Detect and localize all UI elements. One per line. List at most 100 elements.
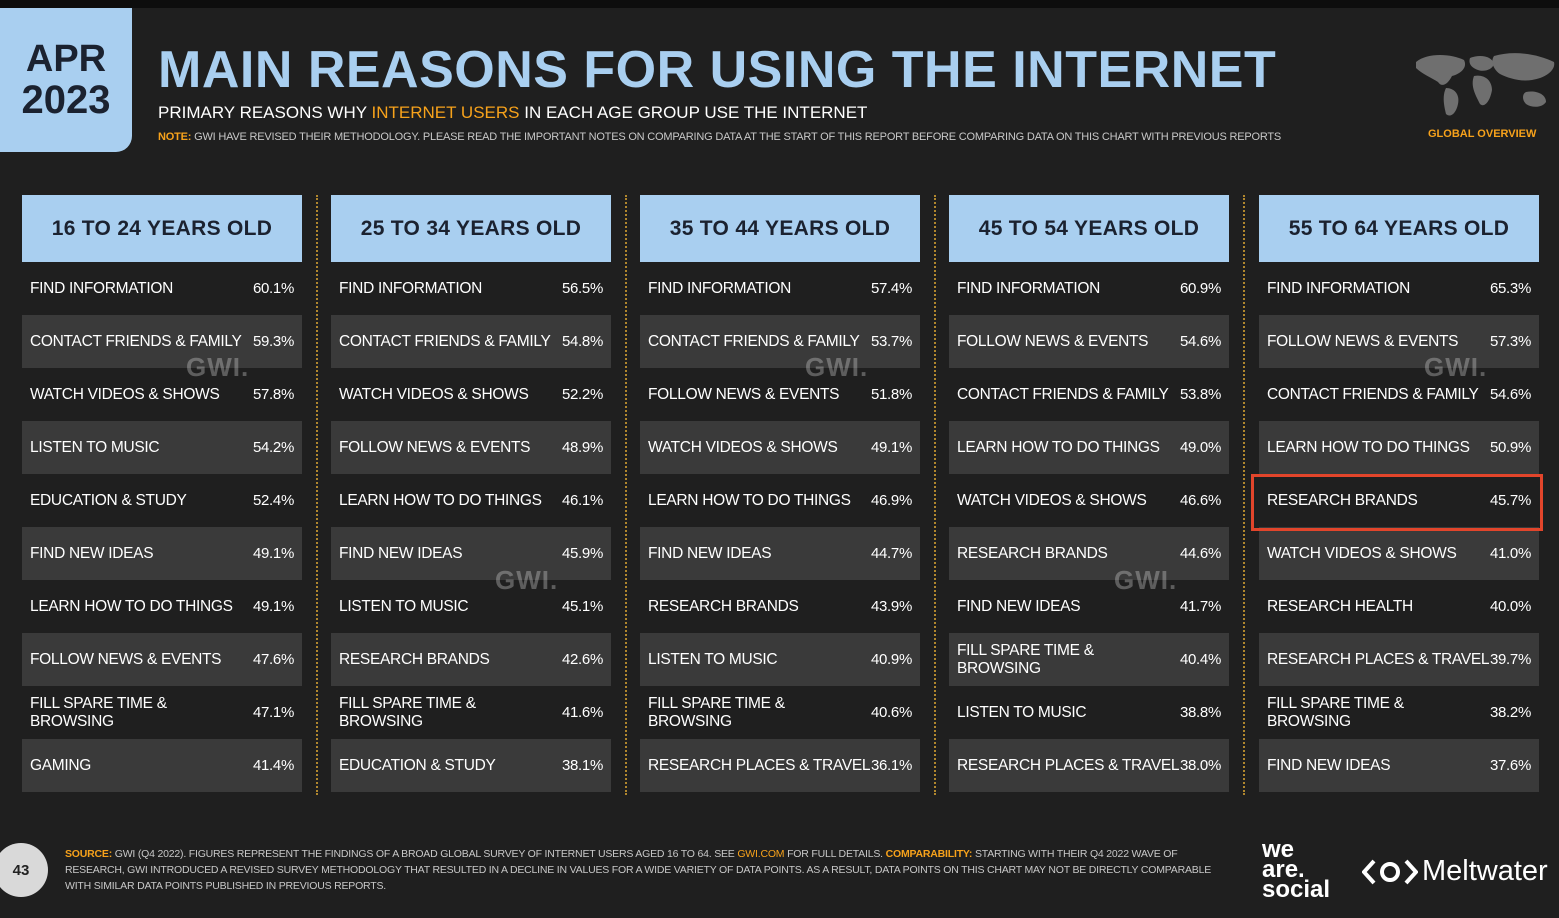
- table-row: EDUCATION & STUDY 38.1%: [331, 739, 611, 792]
- row-value: 46.9%: [870, 492, 912, 509]
- row-value: 41.6%: [561, 704, 603, 721]
- source-link[interactable]: GWI.COM: [737, 848, 785, 860]
- column-rows: FIND INFORMATION 60.1% CONTACT FRIENDS & F…: [22, 262, 302, 792]
- row-value: 60.1%: [252, 280, 294, 297]
- table-row: FOLLOW NEWS & EVENTS 47.6%: [22, 633, 302, 686]
- date-month: APR: [25, 38, 107, 80]
- row-label: FILL SPARE TIME & BROWSING: [339, 694, 476, 730]
- table-row: RESEARCH PLACES & TRAVEL 38.0%: [949, 739, 1229, 792]
- row-value: 57.8%: [252, 386, 294, 403]
- row-label: FILL SPARE TIME & BROWSING: [1267, 694, 1404, 730]
- table-row: WATCH VIDEOS & SHOWS 49.1%: [640, 421, 920, 474]
- row-value: 60.9%: [1179, 280, 1221, 297]
- page-number: 43: [0, 843, 48, 897]
- table-row: FIND INFORMATION 65.3%: [1259, 262, 1539, 315]
- page-title: MAIN REASONS FOR USING THE INTERNET: [158, 41, 1277, 99]
- row-value: 50.9%: [1489, 439, 1531, 456]
- top-bar: [0, 0, 1559, 8]
- row-label: LISTEN TO MUSIC: [339, 597, 469, 615]
- row-label: FIND INFORMATION: [648, 279, 792, 297]
- row-value: 42.6%: [561, 651, 603, 668]
- row-value: 40.9%: [870, 651, 912, 668]
- row-label: FOLLOW NEWS & EVENTS: [339, 438, 531, 456]
- table-row: LEARN HOW TO DO THINGS 50.9%: [1259, 421, 1539, 474]
- row-value: 47.6%: [252, 651, 294, 668]
- table-row: EDUCATION & STUDY 52.4%: [22, 474, 302, 527]
- row-label: FIND NEW IDEAS: [1267, 756, 1391, 774]
- table-row: CONTACT FRIENDS & FAMILY 53.8%: [949, 368, 1229, 421]
- row-label: RESEARCH BRANDS: [1267, 491, 1418, 509]
- row-value: 53.8%: [1179, 386, 1221, 403]
- row-label: LISTEN TO MUSIC: [957, 703, 1087, 721]
- source-note: SOURCE: GWI (Q4 2022). FIGURES REPRESENT…: [65, 846, 1235, 894]
- row-label: RESEARCH PLACES & TRAVEL: [957, 756, 1180, 774]
- row-label: WATCH VIDEOS & SHOWS: [957, 491, 1147, 509]
- table-row: FIND NEW IDEAS 44.7%: [640, 527, 920, 580]
- row-label: LEARN HOW TO DO THINGS: [957, 438, 1160, 456]
- row-label: FIND NEW IDEAS: [30, 544, 154, 562]
- row-label: FIND INFORMATION: [30, 279, 174, 297]
- age-column-25-34: 25 TO 34 YEARS OLD FIND INFORMATION 56.5%…: [331, 195, 611, 792]
- row-label: FIND NEW IDEAS: [339, 544, 463, 562]
- table-row: WATCH VIDEOS & SHOWS 41.0%: [1259, 527, 1539, 580]
- table-row: CONTACT FRIENDS & FAMILY 53.7%: [640, 315, 920, 368]
- date-year: 2023: [21, 78, 111, 122]
- row-label: FIND NEW IDEAS: [648, 544, 772, 562]
- row-value: 48.9%: [561, 439, 603, 456]
- row-value: 49.1%: [252, 545, 294, 562]
- age-column-16-24: 16 TO 24 YEARS OLD FIND INFORMATION 60.1%…: [22, 195, 302, 792]
- note-text: GWI HAVE REVISED THEIR METHODOLOGY. PLEA…: [191, 131, 1282, 143]
- row-value: 49.1%: [870, 439, 912, 456]
- age-column-45-54: 45 TO 54 YEARS OLD FIND INFORMATION 60.9%…: [949, 195, 1229, 792]
- table-row: RESEARCH BRANDS 44.6%: [949, 527, 1229, 580]
- row-value: 37.6%: [1489, 757, 1531, 774]
- subtitle-post: IN EACH AGE GROUP USE THE INTERNET: [519, 103, 868, 122]
- gwi-watermark: GWI.: [1114, 565, 1178, 595]
- table-row: WATCH VIDEOS & SHOWS 57.8%: [22, 368, 302, 421]
- row-value: 57.3%: [1489, 333, 1531, 350]
- table-row: LEARN HOW TO DO THINGS 46.1%: [331, 474, 611, 527]
- row-value: 38.8%: [1179, 704, 1221, 721]
- row-label: RESEARCH HEALTH: [1267, 597, 1413, 615]
- methodology-note: NOTE: GWI HAVE REVISED THEIR METHODOLOGY…: [158, 131, 1281, 143]
- row-value: 52.2%: [561, 386, 603, 403]
- section-label: GLOBAL OVERVIEW: [1428, 128, 1537, 140]
- row-label: FILL SPARE TIME & BROWSING: [957, 641, 1094, 677]
- table-row: CONTACT FRIENDS & FAMILY 59.3%: [22, 315, 302, 368]
- row-label: CONTACT FRIENDS & FAMILY: [339, 332, 551, 350]
- row-label: FOLLOW NEWS & EVENTS: [648, 385, 840, 403]
- brand-social: social: [1262, 876, 1331, 903]
- page-subtitle: PRIMARY REASONS WHY INTERNET USERS IN EA…: [158, 103, 867, 123]
- row-label: LEARN HOW TO DO THINGS: [1267, 438, 1470, 456]
- meltwater-logo: Meltwater: [1362, 855, 1548, 888]
- row-value: 53.7%: [870, 333, 912, 350]
- row-label: FILL SPARE TIME & BROWSING: [30, 694, 167, 730]
- table-row: FIND INFORMATION 57.4%: [640, 262, 920, 315]
- table-row: RESEARCH BRANDS 43.9%: [640, 580, 920, 633]
- row-label: FILL SPARE TIME & BROWSING: [648, 694, 785, 730]
- row-value: 41.0%: [1489, 545, 1531, 562]
- table-row: RESEARCH BRANDS 42.6%: [331, 633, 611, 686]
- table-row: WATCH VIDEOS & SHOWS 46.6%: [949, 474, 1229, 527]
- table-row: FIND INFORMATION 60.9%: [949, 262, 1229, 315]
- row-label: LEARN HOW TO DO THINGS: [339, 491, 542, 509]
- table-row: FIND NEW IDEAS 49.1%: [22, 527, 302, 580]
- column-rows: FIND INFORMATION 60.9% FOLLOW NEWS & EVENT…: [949, 262, 1229, 792]
- gwi-watermark: GWI.: [186, 352, 250, 382]
- column-divider: [625, 195, 627, 795]
- brand-meltwater: Meltwater: [1422, 855, 1548, 887]
- we-are-social-logo: we are. social: [1262, 838, 1331, 903]
- table-row: FILL SPARE TIME & BROWSING 47.1%: [22, 686, 302, 739]
- row-value: 49.1%: [252, 598, 294, 615]
- table-row: LEARN HOW TO DO THINGS 49.1%: [22, 580, 302, 633]
- row-value: 54.6%: [1489, 386, 1531, 403]
- table-row: FIND INFORMATION 60.1%: [22, 262, 302, 315]
- world-map-icon: [1416, 53, 1555, 116]
- age-column-35-44: 35 TO 44 YEARS OLD FIND INFORMATION 57.4%…: [640, 195, 920, 792]
- row-value: 43.9%: [870, 598, 912, 615]
- row-label: GAMING: [30, 756, 92, 774]
- subtitle-pre: PRIMARY REASONS WHY: [158, 103, 372, 122]
- row-value: 65.3%: [1489, 280, 1531, 297]
- row-label: EDUCATION & STUDY: [30, 491, 187, 509]
- table-row: GAMING 41.4%: [22, 739, 302, 792]
